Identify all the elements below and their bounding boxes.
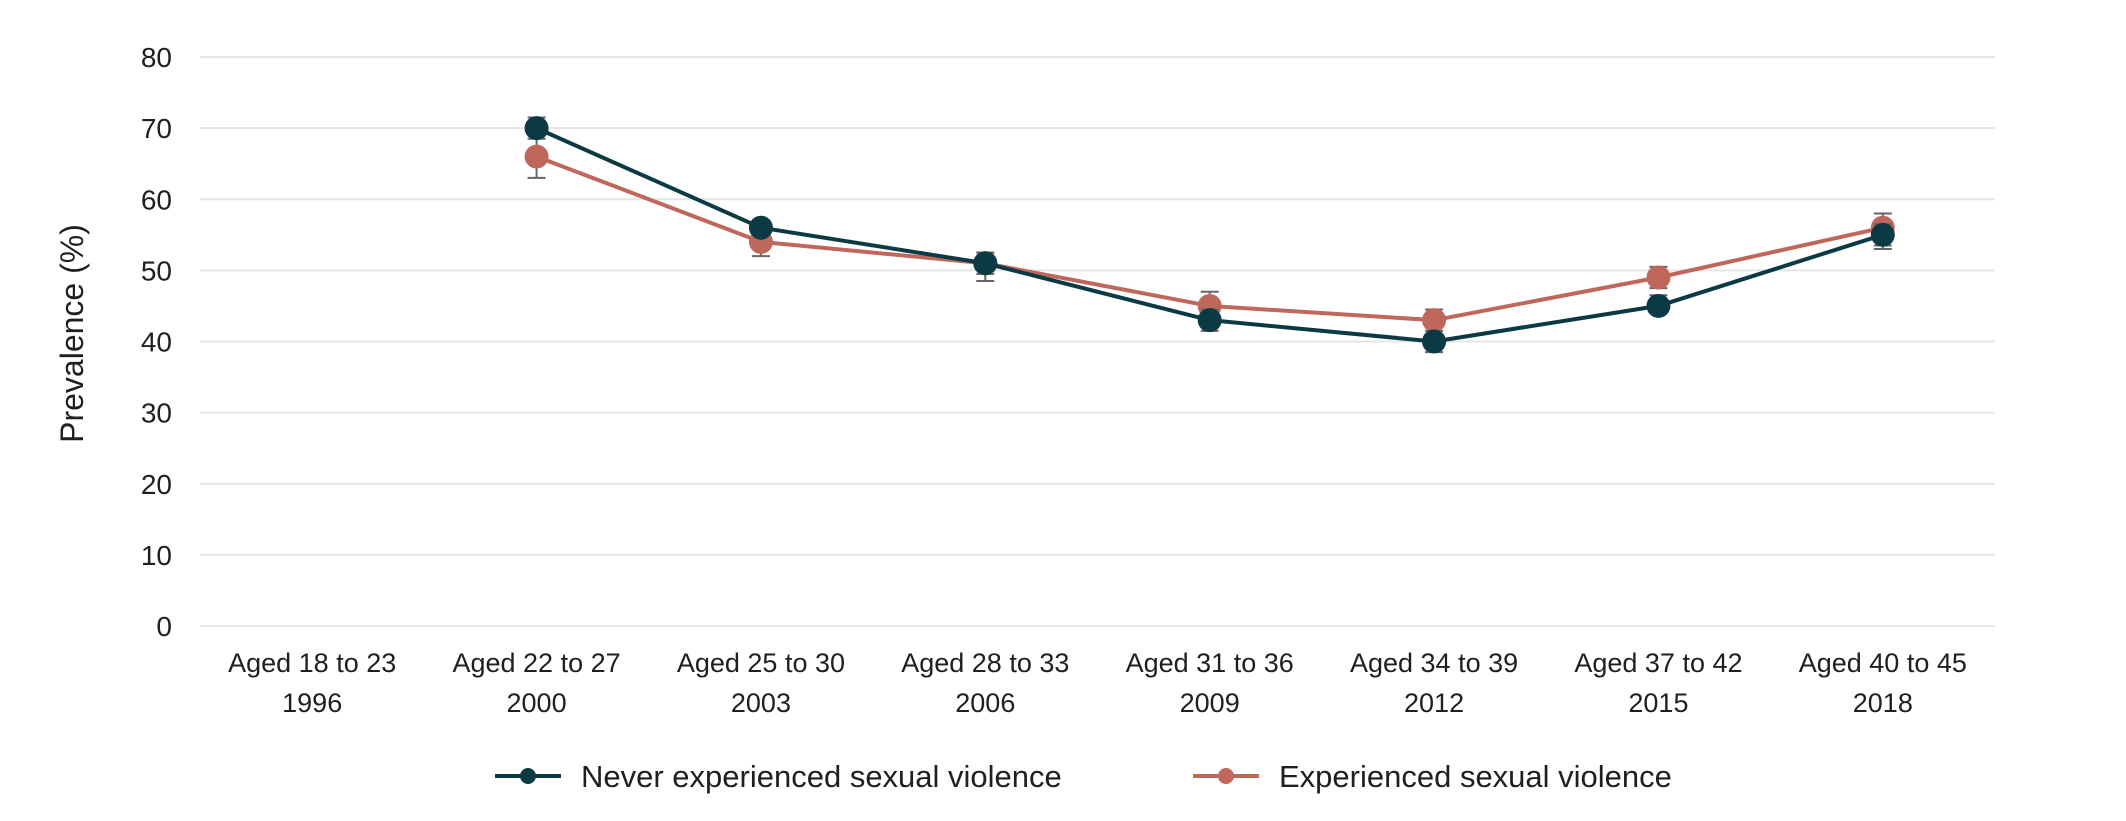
data-point bbox=[1197, 308, 1222, 333]
x-category-label: Aged 37 to 42 bbox=[1574, 648, 1742, 678]
x-category-year: 2000 bbox=[507, 688, 567, 718]
y-tick-label: 20 bbox=[141, 469, 172, 500]
x-category-label: Aged 25 to 30 bbox=[677, 648, 845, 678]
legend-marker bbox=[1218, 768, 1234, 784]
x-category-year: 2009 bbox=[1180, 688, 1240, 718]
data-point bbox=[973, 251, 998, 276]
data-point bbox=[524, 116, 549, 141]
x-category-year: 1996 bbox=[282, 688, 342, 718]
series bbox=[524, 116, 1895, 354]
x-category-year: 2015 bbox=[1628, 688, 1688, 718]
y-tick-label: 60 bbox=[141, 184, 172, 215]
x-category-label: Aged 34 to 39 bbox=[1350, 648, 1518, 678]
x-category-label: Aged 31 to 36 bbox=[1126, 648, 1294, 678]
data-point bbox=[1646, 293, 1671, 318]
series-group bbox=[524, 134, 1895, 336]
data-point bbox=[748, 215, 773, 240]
y-tick-label: 30 bbox=[141, 398, 172, 429]
x-category-label: Aged 28 to 33 bbox=[901, 648, 1069, 678]
y-axis-title: Prevalence (%) bbox=[54, 224, 90, 443]
x-category-year: 2012 bbox=[1404, 688, 1464, 718]
x-category-year: 2003 bbox=[731, 688, 791, 718]
legend-item: Never experienced sexual violence bbox=[495, 759, 1062, 794]
y-tick-label: 70 bbox=[141, 113, 172, 144]
gridlines bbox=[200, 56, 1995, 627]
legend: Never experienced sexual violence Experie… bbox=[495, 759, 1672, 794]
x-category-label: Aged 18 to 23 bbox=[228, 648, 396, 678]
x-axis-categories: Aged 18 to 23 1996 Aged 22 to 27 2000 Aged 2… bbox=[228, 648, 1967, 718]
y-tick-label: 40 bbox=[141, 327, 172, 358]
legend-marker bbox=[520, 768, 536, 784]
x-category-year: 2018 bbox=[1853, 688, 1913, 718]
legend-label: Never experienced sexual violence bbox=[581, 759, 1062, 794]
x-category-label: Aged 40 to 45 bbox=[1799, 648, 1967, 678]
data-point bbox=[1422, 308, 1447, 333]
y-tick-label: 10 bbox=[141, 540, 172, 571]
data-point bbox=[1422, 329, 1447, 354]
data-point bbox=[524, 144, 549, 169]
data-point bbox=[1870, 222, 1895, 247]
legend-item: Experienced sexual violence bbox=[1193, 759, 1672, 794]
y-tick-label: 50 bbox=[141, 255, 172, 286]
data-point bbox=[1646, 265, 1671, 290]
series-group bbox=[524, 116, 1895, 354]
y-axis-ticks: 0 10 20 30 40 50 60 70 80 bbox=[141, 42, 172, 642]
y-tick-label: 80 bbox=[141, 42, 172, 73]
x-category-label: Aged 22 to 27 bbox=[452, 648, 620, 678]
y-tick-label: 0 bbox=[156, 611, 172, 642]
legend-label: Experienced sexual violence bbox=[1279, 759, 1672, 794]
x-category-year: 2006 bbox=[955, 688, 1015, 718]
